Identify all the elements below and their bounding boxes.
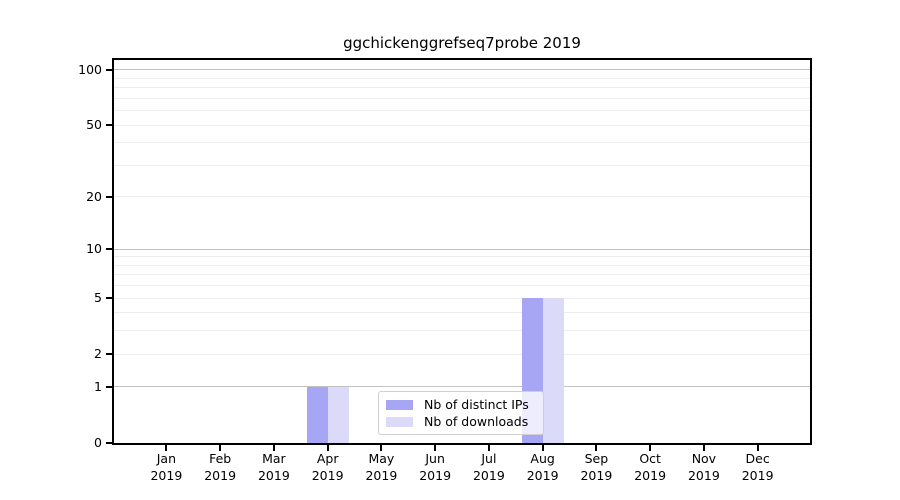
chart-title: ggchickenggrefseq7probe 2019 (343, 34, 581, 52)
x-axis-label: Aug 2019 (526, 451, 559, 483)
gridline-minor (114, 164, 810, 166)
y-axis-tick (106, 385, 112, 388)
y-axis-label: 5 (94, 290, 102, 306)
x-axis-tick (541, 445, 544, 451)
legend-label-distinct-ips: Nb of distinct IPs (424, 397, 529, 412)
x-axis-tick (595, 445, 598, 451)
x-axis-tick (326, 445, 329, 451)
bar-downloads (327, 386, 349, 443)
y-axis-label: 50 (86, 117, 102, 133)
y-axis-label: 100 (78, 61, 102, 77)
x-axis-label: Sep 2019 (580, 451, 613, 483)
x-axis-label: Nov 2019 (687, 451, 720, 483)
y-axis-tick (106, 248, 112, 251)
y-axis-tick (106, 442, 112, 444)
gridline-minor (114, 285, 810, 287)
y-axis-tick (106, 195, 112, 198)
x-axis-label: Mar 2019 (257, 451, 290, 483)
x-axis-label: Jun 2019 (419, 451, 452, 483)
x-axis-tick (649, 445, 652, 451)
gridline-minor (114, 353, 810, 355)
x-axis-tick (219, 445, 222, 451)
x-axis-tick (434, 445, 437, 451)
x-axis-label: May 2019 (365, 451, 398, 483)
legend-swatch-downloads (386, 416, 413, 427)
legend-item-distinct-ips: Nb of distinct IPs (386, 397, 536, 412)
gridline-minor (114, 124, 810, 126)
bar-distinct-ips (306, 386, 328, 443)
gridline-major (114, 248, 810, 250)
legend-item-downloads: Nb of downloads (386, 414, 536, 429)
gridline-minor (114, 110, 810, 112)
x-axis-label: Oct 2019 (634, 451, 667, 483)
y-axis-label: 0 (94, 435, 102, 450)
x-axis-label: Dec 2019 (741, 451, 774, 483)
gridline-minor (114, 142, 810, 144)
y-axis-tick (106, 297, 112, 300)
x-axis-label: Jan 2019 (150, 451, 183, 483)
gridline-minor (114, 274, 810, 276)
gridline-minor (114, 312, 810, 314)
x-axis-tick (487, 445, 490, 451)
y-axis-label: 1 (94, 378, 102, 394)
plot-area (112, 58, 812, 445)
gridline-major (114, 69, 810, 71)
x-axis-tick (756, 445, 759, 451)
gridline-minor (114, 256, 810, 258)
x-axis-tick (380, 445, 383, 451)
gridline-minor (114, 264, 810, 266)
gridline-minor (114, 330, 810, 332)
gridline-minor (114, 77, 810, 79)
gridline-minor (114, 196, 810, 198)
legend: Nb of distinct IPs Nb of downloads (378, 391, 544, 435)
y-axis-tick (106, 124, 112, 127)
y-axis-label: 10 (86, 241, 102, 257)
x-axis-label: Jul 2019 (472, 451, 505, 483)
gridline-minor (114, 87, 810, 89)
gridline-minor (114, 297, 810, 299)
gridline-minor (114, 97, 810, 99)
x-axis-label: Feb 2019 (204, 451, 237, 483)
x-axis-tick (272, 445, 275, 451)
x-axis-label: Apr 2019 (311, 451, 344, 483)
y-axis-label: 20 (86, 188, 102, 204)
legend-swatch-distinct-ips (386, 399, 413, 410)
gridline-major (114, 386, 810, 388)
x-axis-tick (702, 445, 705, 451)
bar-downloads (542, 298, 564, 443)
y-axis-tick (106, 353, 112, 356)
x-axis-tick (165, 445, 168, 451)
y-axis-label: 2 (94, 346, 102, 362)
y-axis-tick (106, 68, 112, 71)
legend-label-downloads: Nb of downloads (424, 414, 529, 429)
